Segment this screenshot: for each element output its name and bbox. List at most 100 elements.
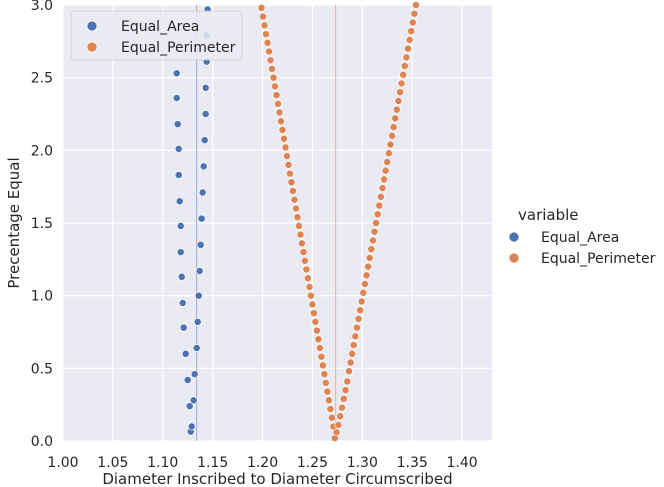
data-point-equal-perimeter: [293, 213, 302, 222]
data-point-equal-perimeter: [321, 378, 330, 387]
data-point-equal-perimeter: [314, 335, 323, 344]
x-tick-label: 1.35: [397, 455, 428, 471]
data-point-equal-perimeter: [296, 230, 305, 239]
data-point-equal-perimeter: [281, 143, 290, 152]
y-tick-label: 2.5: [31, 71, 53, 87]
data-point-equal-area: [175, 197, 184, 206]
data-point-equal-perimeter: [309, 309, 318, 318]
data-point-equal-perimeter: [407, 27, 416, 36]
data-point-equal-perimeter: [259, 12, 267, 21]
data-point-equal-perimeter: [317, 352, 326, 361]
data-point-equal-area: [198, 188, 207, 197]
x-tick-label: 1.15: [197, 455, 228, 471]
data-point-equal-perimeter: [383, 158, 392, 166]
data-point-equal-perimeter: [283, 152, 291, 161]
legend-marker-equal-area: [86, 20, 98, 32]
data-point-equal-perimeter: [375, 201, 384, 210]
data-point-equal-perimeter: [404, 44, 412, 53]
data-point-equal-perimeter: [334, 421, 343, 429]
data-point-equal-perimeter: [272, 91, 281, 100]
y-tick-label: 0.0: [31, 434, 53, 450]
legend-label-equal-area: Equal_Area: [541, 230, 619, 246]
data-point-equal-perimeter: [257, 3, 266, 12]
data-point-equal-perimeter: [352, 323, 361, 332]
reference-lines: [195, 5, 337, 441]
x-tick-label: 1.05: [97, 455, 128, 471]
data-point-equal-perimeter: [312, 326, 321, 335]
data-point-equal-perimeter: [381, 166, 390, 175]
data-point-equal-perimeter: [373, 210, 382, 219]
data-point-equal-perimeter: [378, 184, 387, 193]
y-tick-label: 2.0: [31, 143, 53, 159]
data-point-equal-perimeter: [303, 274, 312, 283]
data-point-equal-area: [187, 422, 196, 431]
y-tick-label: 1.0: [31, 289, 53, 305]
data-point-equal-perimeter: [275, 108, 284, 117]
data-point-equal-perimeter: [318, 361, 327, 370]
legend-marker-equal-perimeter: [86, 41, 98, 53]
data-point-equal-perimeter: [311, 317, 320, 326]
data-point-equal-perimeter: [292, 204, 300, 213]
data-point-equal-perimeter: [365, 253, 374, 262]
data-point-equal-perimeter: [343, 377, 352, 386]
data-point-equal-perimeter: [280, 134, 288, 143]
data-point-equal-area: [194, 291, 203, 300]
data-point-equal-perimeter: [344, 367, 353, 376]
data-point-equal-perimeter: [262, 30, 270, 39]
grid-layer: [62, 4, 492, 442]
legend-label-equal-area: Equal_Area: [121, 19, 199, 35]
data-point-equal-perimeter: [386, 140, 395, 149]
data-point-equal-perimeter: [351, 332, 360, 341]
data-point-equal-area: [193, 317, 202, 326]
x-tick-label: 1.20: [247, 455, 278, 471]
data-point-equal-perimeter: [400, 62, 409, 70]
data-point-equal-area: [183, 376, 192, 384]
data-point-equal-perimeter: [399, 70, 408, 79]
data-point-equal-perimeter: [339, 394, 348, 403]
data-point-equal-area: [192, 344, 201, 352]
data-point-equal-perimeter: [341, 386, 350, 395]
data-point-equal-perimeter: [266, 56, 275, 65]
data-point-equal-perimeter: [364, 262, 373, 271]
data-point-equal-perimeter: [405, 35, 414, 44]
legend-inside-box: [70, 10, 243, 61]
data-point-equal-perimeter: [367, 245, 376, 254]
data-point-equal-perimeter: [299, 248, 308, 257]
x-tick-label: 1.25: [297, 455, 328, 471]
data-point-equal-area: [197, 214, 206, 223]
x-tick-label: 1.30: [347, 455, 378, 471]
data-point-equal-area: [172, 69, 181, 78]
x-axis-label: Diameter Inscribed to Diameter Circumscr…: [102, 470, 452, 487]
data-point-equal-perimeter: [306, 291, 315, 300]
data-point-equal-perimeter: [295, 221, 303, 230]
data-point-equal-perimeter: [408, 18, 417, 27]
data-point-equal-perimeter: [284, 160, 293, 169]
data-point-equal-perimeter: [327, 413, 336, 422]
data-point-equal-perimeter: [269, 73, 278, 82]
x-tick-label: 1.10: [147, 455, 178, 471]
data-point-equal-perimeter: [278, 126, 287, 134]
data-point-equal-perimeter: [268, 64, 276, 73]
data-point-equal-perimeter: [384, 149, 393, 158]
data-point-equal-perimeter: [308, 300, 317, 309]
data-point-equal-area: [181, 349, 190, 358]
data-point-equal-perimeter: [359, 288, 368, 297]
data-point-equal-perimeter: [326, 405, 335, 413]
legend-inside: Equal_Area Equal_Perimeter: [70, 10, 243, 61]
data-point-equal-perimeter: [348, 349, 357, 358]
data-point-equal-perimeter: [394, 96, 403, 105]
data-point-equal-perimeter: [336, 412, 345, 421]
data-point-equal-area: [173, 120, 182, 129]
data-point-equal-perimeter: [354, 314, 363, 323]
data-point-equal-area: [200, 136, 209, 145]
data-points: [172, 1, 420, 443]
data-point-equal-area: [176, 221, 185, 230]
data-point-equal-perimeter: [337, 403, 346, 412]
data-point-equal-area: [195, 267, 204, 275]
data-point-equal-perimeter: [274, 99, 282, 108]
data-point-equal-perimeter: [290, 195, 299, 204]
data-point-equal-perimeter: [362, 271, 371, 280]
data-point-equal-perimeter: [297, 239, 306, 248]
